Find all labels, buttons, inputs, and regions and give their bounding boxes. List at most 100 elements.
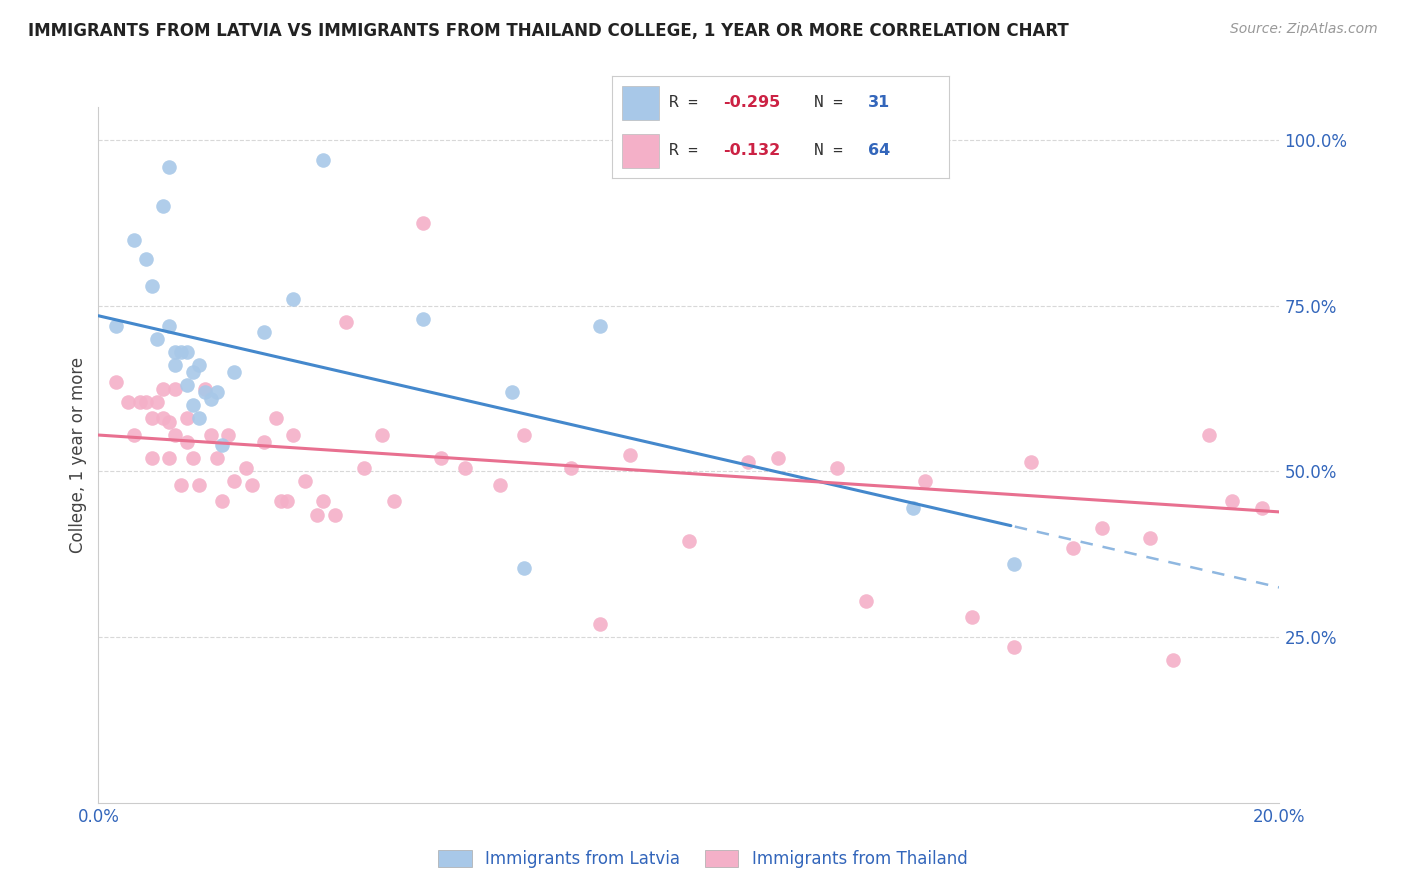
Point — [157, 160, 180, 174]
Point — [1250, 500, 1272, 515]
Y-axis label: College, 1 year or more: College, 1 year or more — [69, 357, 87, 553]
Point — [181, 365, 204, 379]
Point — [270, 494, 292, 508]
Point — [855, 593, 877, 607]
Point — [194, 384, 217, 399]
Point — [962, 610, 984, 624]
Point — [766, 451, 789, 466]
Point — [152, 382, 174, 396]
Point — [1002, 640, 1025, 654]
Point — [146, 395, 169, 409]
Point — [312, 153, 335, 167]
Point — [187, 359, 209, 373]
Point — [211, 494, 233, 508]
Point — [353, 461, 375, 475]
Point — [170, 477, 193, 491]
Point — [825, 461, 848, 475]
Point — [176, 345, 198, 359]
Point — [165, 359, 187, 373]
Point — [117, 395, 139, 409]
Point — [146, 332, 169, 346]
Point — [512, 560, 534, 574]
Point — [371, 428, 394, 442]
Text: -0.295: -0.295 — [723, 95, 780, 110]
Point — [105, 318, 128, 333]
Point — [512, 428, 534, 442]
Point — [128, 395, 150, 409]
Point — [235, 461, 257, 475]
Point — [412, 216, 434, 230]
Point — [312, 494, 335, 508]
Text: IMMIGRANTS FROM LATVIA VS IMMIGRANTS FROM THAILAND COLLEGE, 1 YEAR OR MORE CORRE: IMMIGRANTS FROM LATVIA VS IMMIGRANTS FRO… — [28, 22, 1069, 40]
Legend: Immigrants from Latvia, Immigrants from Thailand: Immigrants from Latvia, Immigrants from … — [432, 843, 974, 875]
Point — [176, 378, 198, 392]
Point — [501, 384, 523, 399]
FancyBboxPatch shape — [621, 87, 659, 120]
Point — [678, 534, 700, 549]
Point — [176, 434, 198, 449]
Point — [200, 428, 222, 442]
Point — [323, 508, 346, 522]
Point — [335, 315, 357, 329]
Point — [141, 279, 163, 293]
Point — [737, 454, 759, 468]
Point — [412, 312, 434, 326]
Point — [283, 428, 305, 442]
Point — [122, 233, 145, 247]
Point — [914, 475, 936, 489]
Text: 64: 64 — [868, 144, 890, 158]
Point — [187, 411, 209, 425]
Point — [224, 475, 246, 489]
Point — [1198, 428, 1220, 442]
Point — [294, 475, 316, 489]
Point — [382, 494, 405, 508]
Point — [560, 461, 582, 475]
Point — [430, 451, 453, 466]
Point — [181, 398, 204, 412]
Point — [157, 415, 180, 429]
Point — [211, 438, 233, 452]
Text: R =: R = — [669, 144, 707, 158]
Point — [157, 451, 180, 466]
Point — [187, 477, 209, 491]
Point — [489, 477, 512, 491]
Point — [253, 434, 276, 449]
Point — [619, 448, 641, 462]
FancyBboxPatch shape — [621, 135, 659, 168]
Point — [264, 411, 287, 425]
Point — [141, 411, 163, 425]
Point — [205, 451, 228, 466]
Point — [1161, 653, 1184, 667]
Text: -0.132: -0.132 — [723, 144, 780, 158]
Point — [194, 382, 217, 396]
Point — [1220, 494, 1243, 508]
Point — [589, 318, 612, 333]
Point — [453, 461, 475, 475]
Point — [165, 345, 187, 359]
Point — [122, 428, 145, 442]
Point — [205, 384, 228, 399]
Point — [105, 375, 128, 389]
Point — [200, 392, 222, 406]
Point — [1091, 521, 1114, 535]
Point — [135, 252, 157, 267]
Point — [165, 382, 187, 396]
Point — [170, 345, 193, 359]
Point — [157, 318, 180, 333]
Point — [152, 199, 174, 213]
Point — [181, 451, 204, 466]
Point — [1139, 531, 1161, 545]
Text: 31: 31 — [868, 95, 890, 110]
Point — [240, 477, 263, 491]
Point — [1002, 558, 1025, 572]
Point — [305, 508, 328, 522]
Point — [589, 616, 612, 631]
Text: R =: R = — [669, 95, 707, 110]
Point — [224, 365, 246, 379]
Point — [903, 500, 925, 515]
Point — [1021, 454, 1043, 468]
Text: N =: N = — [814, 95, 852, 110]
Point — [135, 395, 157, 409]
Point — [165, 428, 187, 442]
Point — [152, 411, 174, 425]
